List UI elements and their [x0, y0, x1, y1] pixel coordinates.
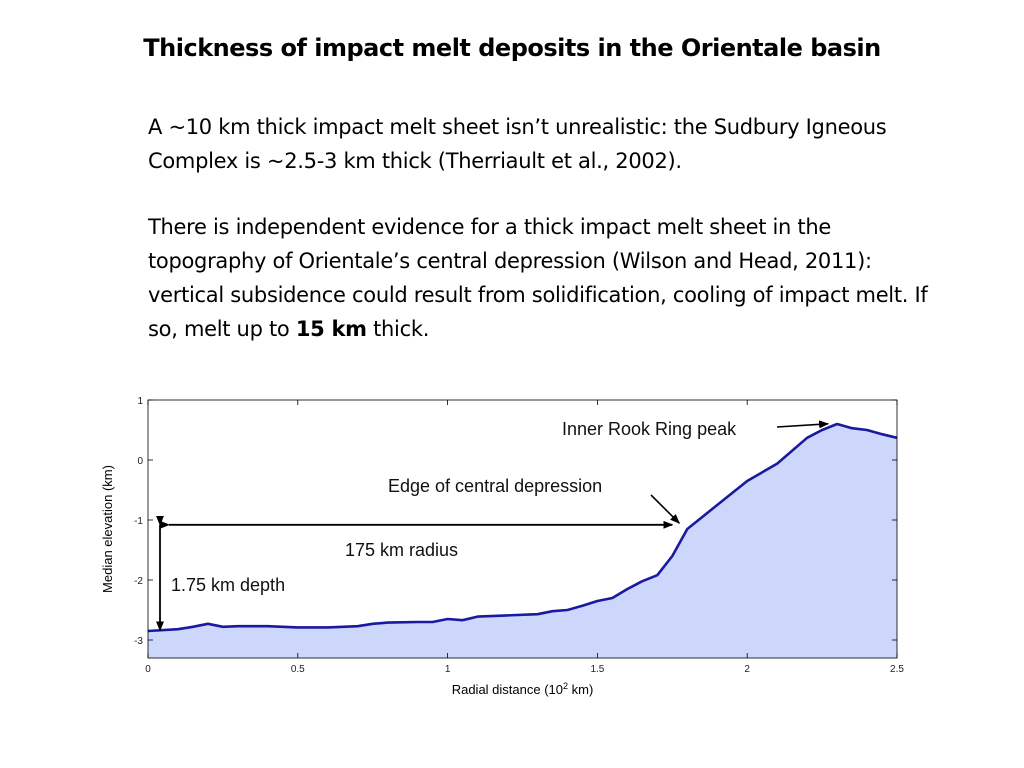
x-tick-label: 0.5 [291, 664, 305, 675]
paragraph-sudbury: A ~10 km thick impact melt sheet isn’t u… [148, 115, 887, 173]
paragraph-evidence-end: thick. [366, 317, 430, 341]
annotation-edge-central-depression: Edge of central depression [388, 476, 602, 496]
y-tick-label: -1 [134, 516, 143, 527]
elevation-area [148, 424, 897, 658]
annotation-depth: 1.75 km depth [171, 575, 285, 595]
x-tick-label: 1 [445, 664, 451, 675]
y-tick-label: 0 [137, 456, 143, 467]
arrow-edge-central-depression [650, 494, 680, 524]
x-axis-label: Radial distance (102 km) [452, 681, 594, 697]
y-tick-label: -3 [134, 636, 143, 647]
annotation-inner-rook-ring: Inner Rook Ring peak [562, 419, 737, 439]
x-tick-label: 2.5 [890, 664, 904, 675]
plot-frame [147, 399, 898, 659]
paragraph-evidence-bold: 15 km [295, 317, 367, 341]
y-axis-label: Median elevation (km) [100, 465, 115, 593]
x-tick-label: 1.5 [590, 664, 604, 675]
y-tick-label: -2 [134, 576, 143, 587]
x-tick-label: 2 [744, 664, 750, 675]
annotation-radius: 175 km radius [345, 540, 458, 560]
paragraph-evidence: There is independent evidence for a thic… [148, 210, 938, 346]
y-tick-label: 1 [137, 396, 143, 407]
x-tick-label: 0 [145, 664, 151, 675]
paragraph-evidence-text: There is independent evidence for a thic… [148, 215, 928, 341]
elevation-chart: 0 0.5 1 1.5 2 2.5 1 0 -1 -2 -3 Radial distance (102… [100, 396, 904, 697]
slide-title: Thickness of impact melt deposits in the… [143, 34, 881, 62]
elevation-line [147, 422, 898, 633]
arrow-inner-rook-ring [776, 420, 830, 429]
